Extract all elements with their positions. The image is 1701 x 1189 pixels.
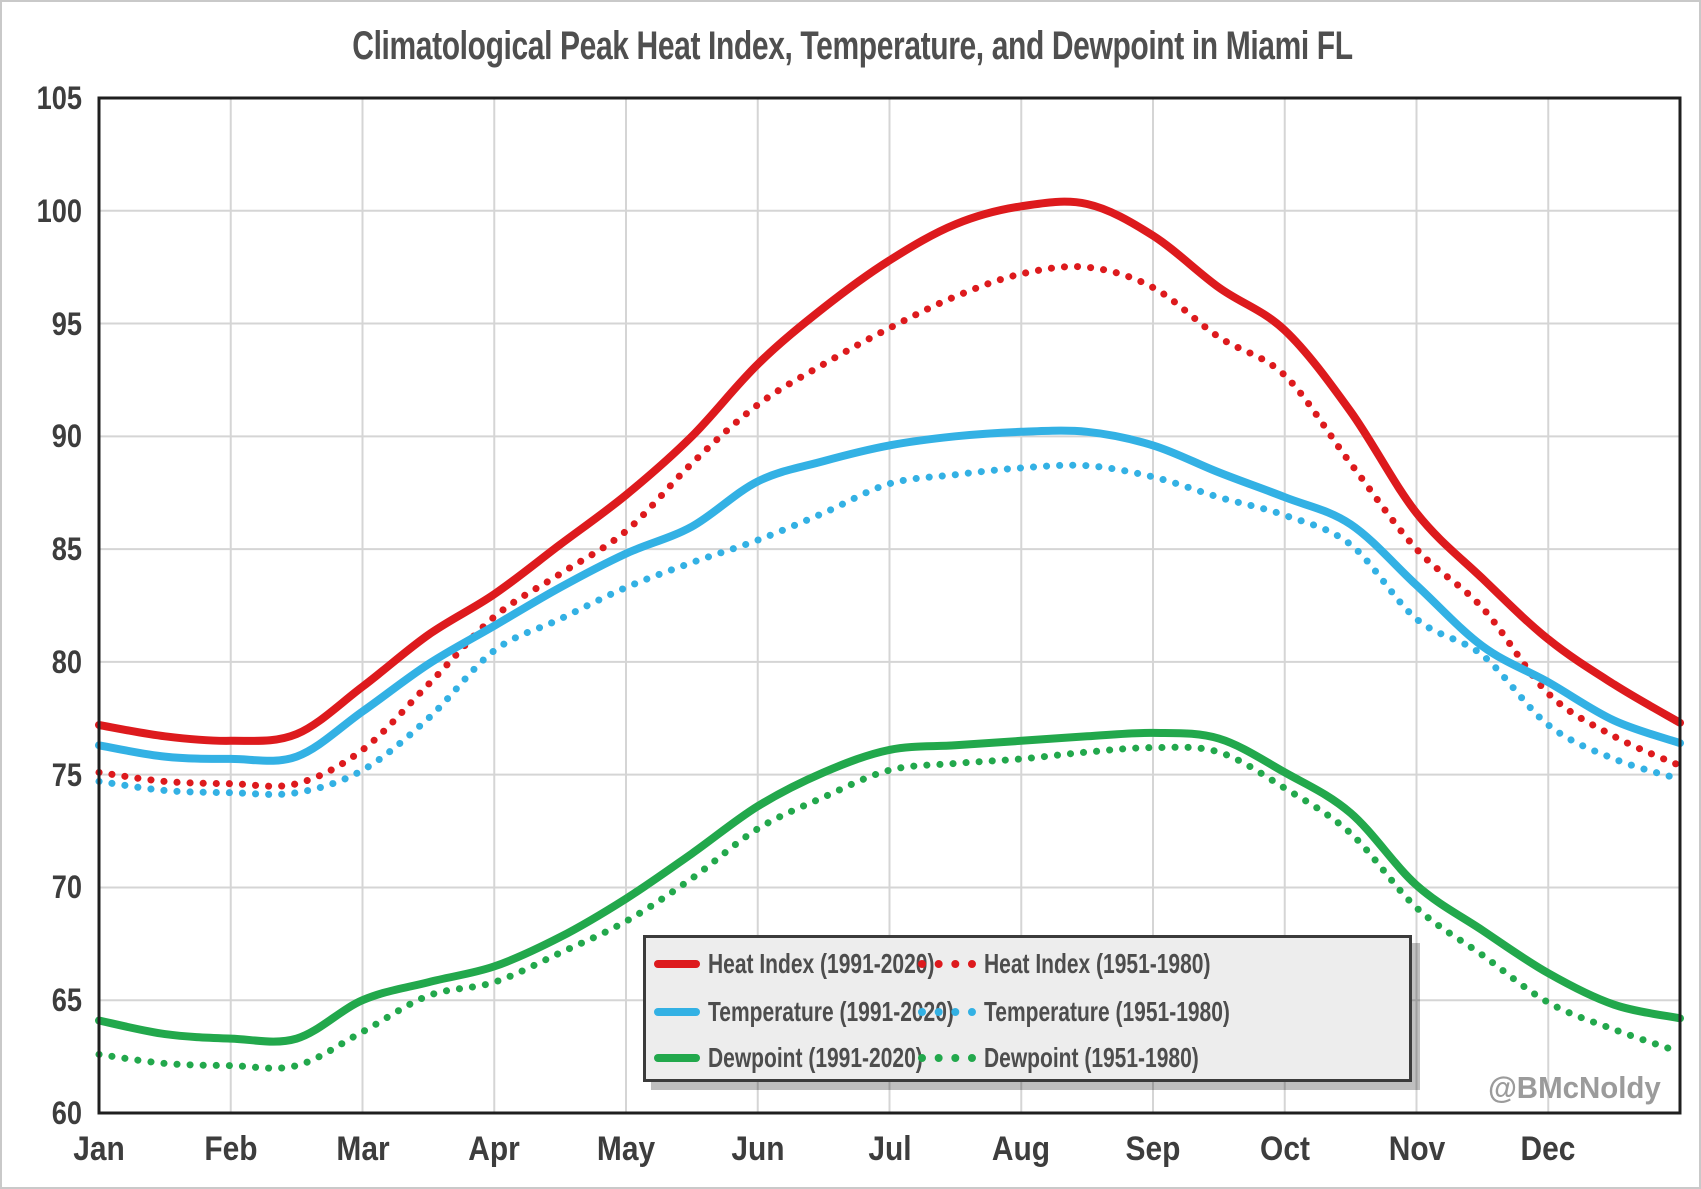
plot-border <box>97 96 1682 1115</box>
y-tick-label: 95 <box>51 305 82 342</box>
y-tick-label: 65 <box>51 982 82 1019</box>
grid-lines <box>99 98 1680 1113</box>
legend: Heat Index (1991-2020) Temperature (1991… <box>643 935 1412 1082</box>
legend-item-heat-index-1951-1980: Heat Index (1951-1980) <box>918 947 1286 981</box>
watermark: @BMcNoldy <box>1488 1070 1661 1105</box>
series-temperature-1951-1980 <box>95 461 1684 798</box>
series-dewpoint-1951-1980 <box>95 743 1684 1072</box>
legend-swatch-dotted-green <box>918 1054 976 1062</box>
y-tick-label: 85 <box>51 531 82 568</box>
x-tick-label: Oct <box>1259 1130 1310 1168</box>
legend-item-temperature-1991-2020: Temperature (1991-2020) <box>654 995 1036 1029</box>
legend-label: Heat Index (1991-2020) <box>708 948 935 979</box>
legend-item-temperature-1951-1980: Temperature (1951-1980) <box>918 995 1312 1029</box>
x-tick-label: May <box>596 1130 656 1168</box>
y-tick-label: 90 <box>51 418 82 455</box>
x-tick-label: Jan <box>73 1130 125 1168</box>
x-tick-label: Apr <box>468 1130 521 1168</box>
legend-label: Dewpoint (1951-1980) <box>984 1042 1199 1073</box>
legend-label: Temperature (1951-1980) <box>984 996 1230 1027</box>
y-tick-label: 60 <box>51 1095 82 1131</box>
legend-item-dewpoint-1991-2020: Dewpoint (1991-2020) <box>654 1041 994 1075</box>
legend-label: Dewpoint (1991-2020) <box>708 1042 923 1073</box>
y-tick-label: 100 <box>36 192 82 229</box>
x-tick-label: Dec <box>1520 1130 1576 1168</box>
legend-swatch-dotted-blue <box>918 1008 976 1016</box>
x-tick-label: Jun <box>731 1130 785 1168</box>
series-temperature-1991-2020 <box>95 426 1684 765</box>
legend-swatch-solid-blue <box>654 1008 700 1016</box>
legend-swatch-dotted-red <box>918 960 976 968</box>
series-heat-index-1951-1980 <box>95 263 1684 790</box>
series-lines <box>95 197 1684 1072</box>
series-dewpoint-1991-2020 <box>95 728 1684 1046</box>
legend-label: Heat Index (1951-1980) <box>984 948 1211 979</box>
legend-item-dewpoint-1951-1980: Dewpoint (1951-1980) <box>918 1041 1270 1075</box>
legend-swatch-solid-red <box>654 960 700 968</box>
y-tick-label: 105 <box>36 80 82 116</box>
x-tick-label: Nov <box>1388 1130 1445 1168</box>
y-tick-label: 70 <box>51 869 82 906</box>
x-tick-label: Sep <box>1125 1130 1181 1168</box>
x-tick-label: Mar <box>335 1130 390 1168</box>
legend-item-heat-index-1991-2020: Heat Index (1991-2020) <box>654 947 1010 981</box>
y-tick-label: 80 <box>51 643 82 680</box>
legend-swatch-solid-green <box>654 1054 700 1062</box>
y-tick-label: 75 <box>51 756 82 793</box>
chart-title: Climatological Peak Heat Index, Temperat… <box>352 24 1353 68</box>
x-tick-label: Jul <box>867 1130 912 1168</box>
x-tick-label: Feb <box>204 1130 258 1168</box>
plot-frame <box>97 96 1682 1115</box>
legend-label: Temperature (1991-2020) <box>708 996 954 1027</box>
series-heat-index-1991-2020 <box>95 197 1684 745</box>
x-tick-label: Aug <box>992 1130 1051 1168</box>
